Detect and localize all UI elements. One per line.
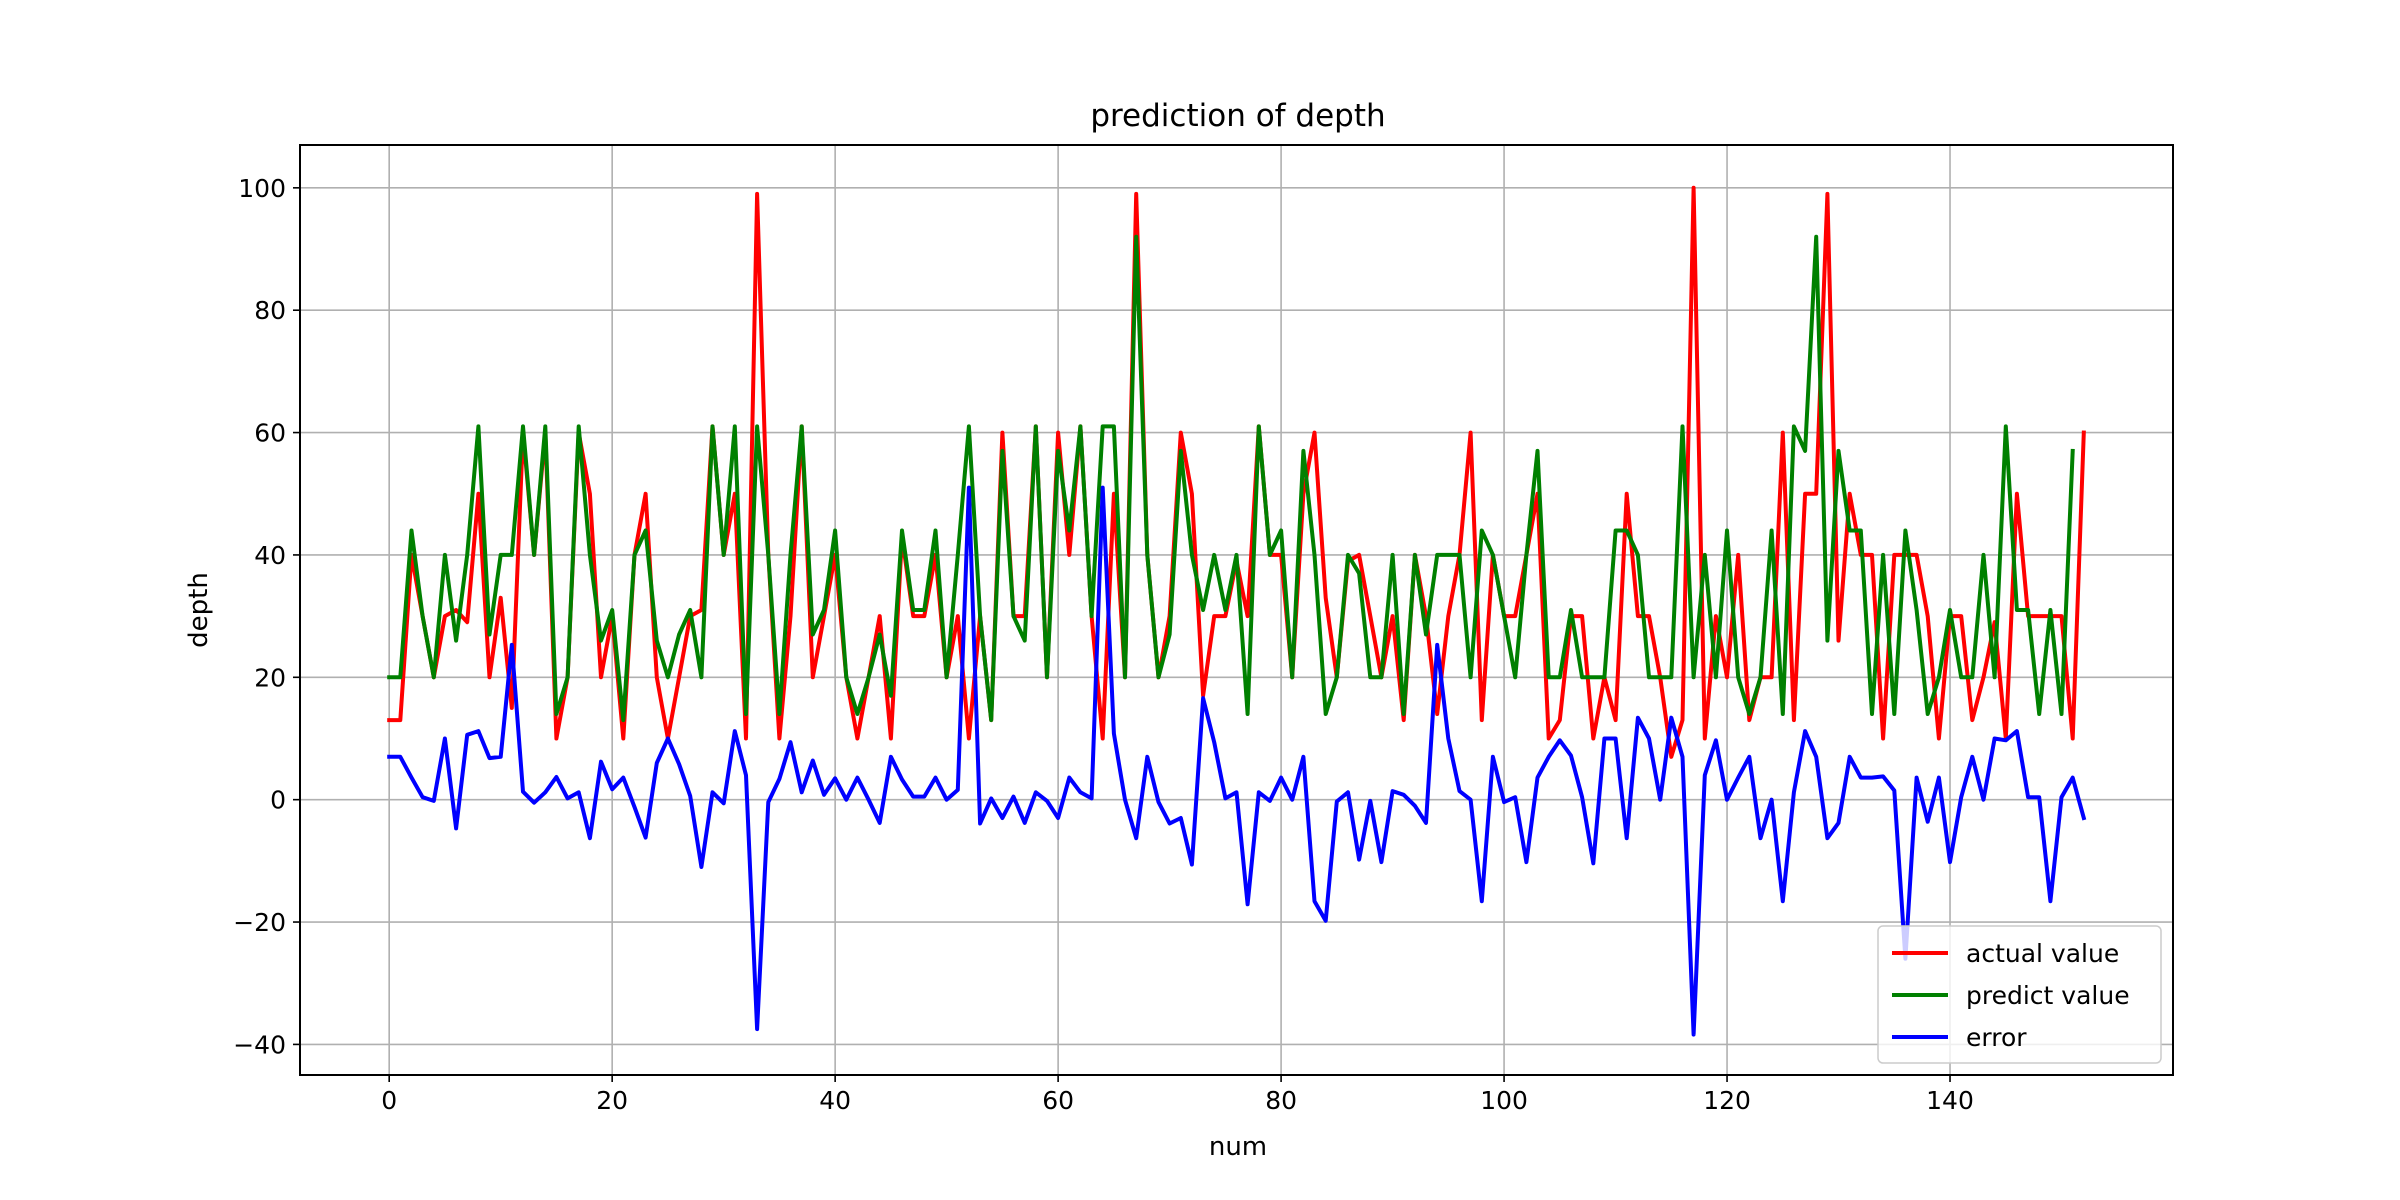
y-axis-label: depth (184, 572, 214, 648)
y-tick-label: −40 (233, 1030, 286, 1059)
legend-label: actual value (1966, 939, 2119, 968)
x-tick-label: 20 (596, 1086, 628, 1115)
legend-label: error (1966, 1023, 2027, 1052)
x-tick-label: 60 (1042, 1086, 1074, 1115)
legend-label: predict value (1966, 981, 2130, 1010)
x-tick-label: 40 (819, 1086, 851, 1115)
legend: actual value predict value error (1877, 925, 2162, 1064)
series-line-predict-value (387, 234, 2075, 723)
y-tick-label: −20 (233, 908, 286, 937)
y-tick-label: 100 (238, 174, 286, 203)
series-lines (387, 185, 2087, 1037)
y-tick-label: 80 (254, 296, 286, 325)
series-line-error (387, 485, 2087, 1037)
legend-box (1877, 925, 2162, 1064)
x-tick-label: 0 (381, 1086, 397, 1115)
plot-area-frame (299, 144, 2174, 1076)
x-tick-label: 120 (1703, 1086, 1751, 1115)
y-tick-label: 40 (254, 541, 286, 570)
x-tick-label: 140 (1926, 1086, 1974, 1115)
y-tick-label: 0 (270, 786, 286, 815)
x-axis-label: num (1209, 1132, 1267, 1162)
chart-title: prediction of depth (1090, 98, 1385, 134)
y-tick-label: 20 (254, 663, 286, 692)
x-tick-label: 100 (1480, 1086, 1528, 1115)
x-tick-label: 80 (1265, 1086, 1297, 1115)
y-tick-label: 60 (254, 419, 286, 448)
axis-ticks: 0 20 40 60 80 100 120 140 −40 −20 0 20 40 60 80 100 (233, 174, 1974, 1115)
